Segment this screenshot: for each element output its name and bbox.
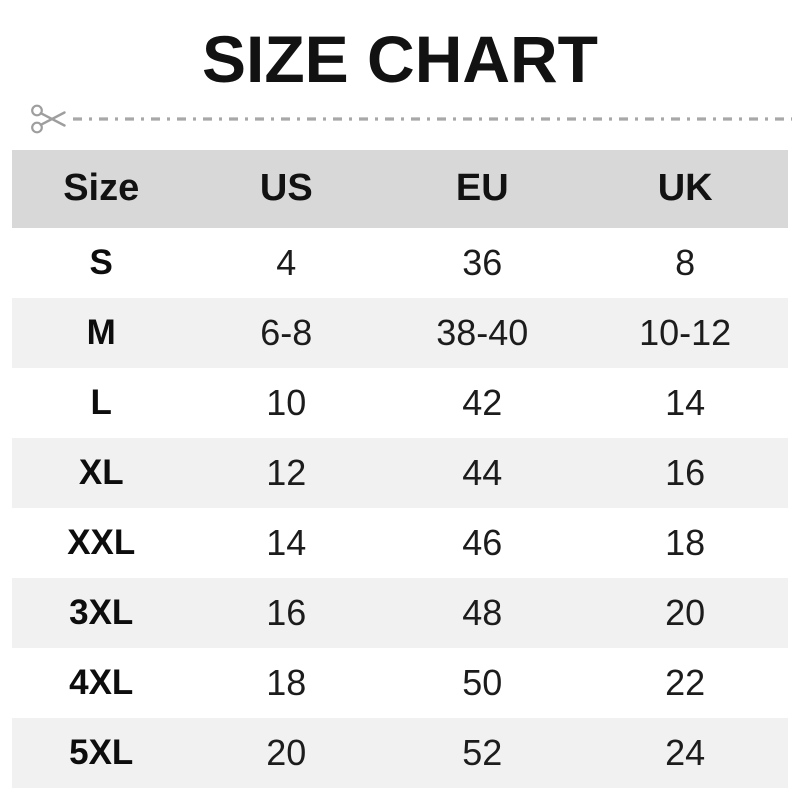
cell-size: S (89, 242, 113, 282)
cell-eu: 52 (462, 731, 503, 773)
cell-eu: 42 (462, 381, 503, 423)
table-header-row: Size US EU UK (12, 149, 788, 228)
cell-size: XL (78, 452, 124, 492)
cell-uk: 14 (665, 381, 706, 423)
cell-size: M (86, 312, 116, 352)
cell-eu: 46 (462, 521, 503, 563)
table-row: XXL 14 46 18 (12, 507, 788, 578)
size-chart-table: Size US EU UK S 4 36 8 M 6-8 38-40 10-12… (12, 149, 788, 788)
cell-us: 6-8 (260, 311, 313, 353)
cell-us: 14 (266, 521, 307, 563)
table-row: 5XL 20 52 24 (12, 717, 788, 788)
cell-eu: 48 (462, 591, 503, 633)
cell-uk: 16 (665, 451, 706, 493)
table-row: 3XL 16 48 20 (12, 577, 788, 648)
cell-uk: 10-12 (639, 311, 732, 353)
cell-us: 16 (266, 591, 307, 633)
table-row: 4XL 18 50 22 (12, 647, 788, 718)
cell-uk: 24 (665, 731, 706, 773)
cell-eu: 50 (462, 661, 503, 703)
column-header-us: US (190, 149, 383, 228)
cell-eu: 44 (462, 451, 503, 493)
scissors-icon (31, 104, 66, 134)
cell-uk: 22 (665, 661, 706, 703)
cell-us: 12 (266, 451, 307, 493)
cell-size: L (90, 382, 112, 422)
column-header-eu: EU (382, 149, 583, 228)
column-header-size: Size (12, 149, 191, 228)
cell-uk: 20 (665, 591, 706, 633)
cell-uk: 8 (675, 241, 696, 283)
table-row: L 10 42 14 (12, 367, 788, 438)
cell-size: 5XL (69, 732, 134, 772)
cell-us: 4 (276, 241, 297, 283)
table-row: S 4 36 8 (12, 227, 788, 298)
table-row: XL 12 44 16 (12, 437, 788, 508)
column-header-uk: UK (582, 149, 788, 228)
cell-us: 10 (266, 381, 307, 423)
cell-eu: 38-40 (436, 311, 529, 353)
cell-us: 18 (266, 661, 307, 703)
cut-line (30, 100, 792, 138)
dashed-cut-line (73, 117, 792, 121)
cell-size: XXL (67, 522, 136, 562)
cell-size: 3XL (69, 592, 134, 632)
page-title: SIZE CHART (202, 22, 598, 96)
table-row: M 6-8 38-40 10-12 (12, 297, 788, 368)
cell-uk: 18 (665, 521, 706, 563)
cell-us: 20 (266, 731, 307, 773)
cell-size: 4XL (69, 662, 134, 702)
cell-eu: 36 (462, 241, 503, 283)
